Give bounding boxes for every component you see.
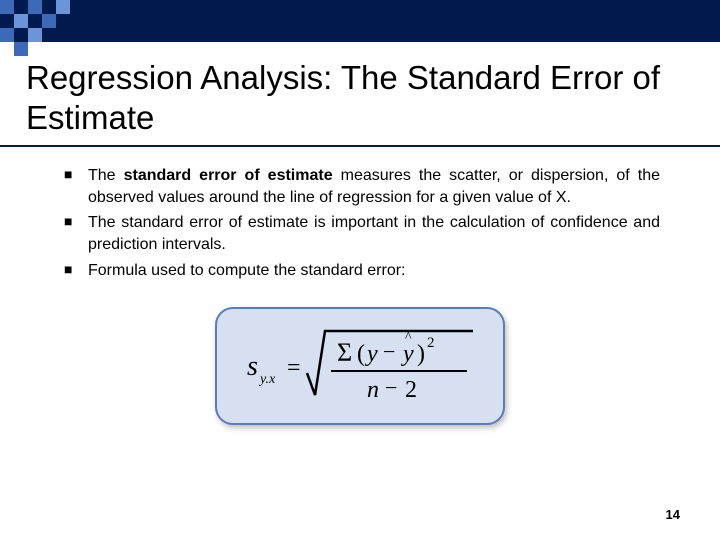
bullet-item: The standard error of estimate is import… — [60, 212, 660, 255]
deco-pixel — [42, 14, 56, 28]
formula-container: s y.x = Σ ( y − y ^ ) 2 n − 2 — [60, 307, 660, 425]
svg-text:Σ: Σ — [337, 338, 352, 367]
deco-pixel — [42, 0, 56, 14]
svg-text:^: ^ — [405, 330, 412, 345]
deco-pixel — [0, 28, 14, 42]
deco-pixel — [14, 14, 28, 28]
slide-title: Regression Analysis: The Standard Error … — [0, 42, 720, 147]
svg-text:s: s — [247, 351, 258, 382]
svg-text:(: ( — [357, 341, 365, 367]
bullet-list: The standard error of estimate measures … — [60, 165, 660, 281]
svg-text:−: − — [383, 339, 395, 364]
deco-pixel — [0, 0, 14, 14]
formula-box: s y.x = Σ ( y − y ^ ) 2 n − 2 — [215, 307, 505, 425]
bullet-item: Formula used to compute the standard err… — [60, 260, 660, 282]
page-number: 14 — [666, 507, 680, 522]
header-bar — [0, 0, 720, 42]
svg-text:=: = — [287, 355, 301, 381]
deco-pixel — [56, 0, 70, 14]
deco-pixel — [14, 42, 28, 56]
deco-pixel — [28, 14, 42, 28]
svg-text:y.x: y.x — [258, 372, 276, 387]
content-area: The standard error of estimate measures … — [0, 165, 720, 425]
svg-text:): ) — [417, 341, 425, 367]
svg-text:2: 2 — [405, 377, 417, 403]
bullet-text: The standard error of estimate is import… — [88, 214, 660, 253]
bullet-text: Formula used to compute the standard err… — [88, 262, 406, 279]
svg-text:n: n — [367, 377, 379, 403]
bullet-text: The — [88, 167, 124, 184]
deco-pixel — [14, 0, 28, 14]
deco-pixel — [0, 14, 14, 28]
svg-text:−: − — [385, 375, 397, 400]
bullet-item: The standard error of estimate measures … — [60, 165, 660, 208]
deco-pixel — [84, 0, 98, 14]
bullet-bold: standard error of estimate — [124, 167, 333, 184]
deco-pixel — [28, 28, 42, 42]
deco-pixel — [70, 0, 84, 14]
svg-text:2: 2 — [427, 335, 435, 351]
deco-pixel — [28, 0, 42, 14]
svg-text:y: y — [365, 341, 378, 367]
deco-pixel — [14, 28, 28, 42]
formula-svg: s y.x = Σ ( y − y ^ ) 2 n − 2 — [245, 323, 475, 409]
